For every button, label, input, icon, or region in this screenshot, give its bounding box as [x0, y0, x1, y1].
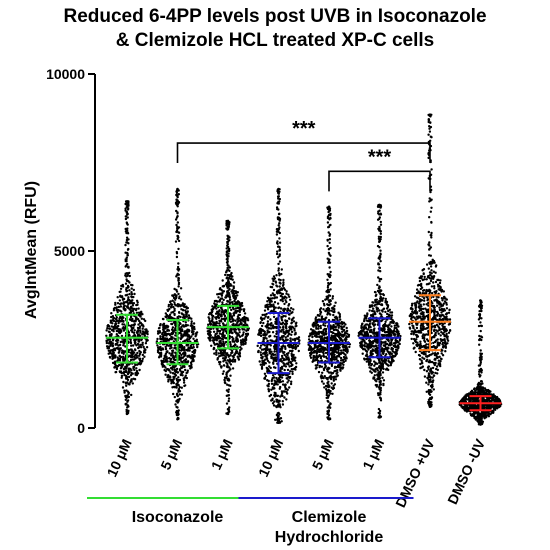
max-point	[479, 299, 482, 302]
category-label: 1 μM	[208, 437, 236, 473]
min-point	[428, 405, 432, 409]
group-label: Clemizole	[292, 509, 367, 526]
min-point	[226, 412, 230, 416]
max-point	[277, 187, 280, 191]
violin-dots	[256, 188, 301, 424]
group-label: Hydrochloride	[275, 529, 384, 546]
significance-label: ***	[292, 118, 316, 140]
min-point	[479, 423, 482, 426]
category-label: 10 μM	[103, 437, 134, 480]
max-point	[378, 203, 381, 207]
min-point	[378, 416, 381, 419]
chart-title-line-2: & Clemizole HCL treated XP-C cells	[116, 30, 435, 51]
max-point	[428, 113, 432, 117]
violin-dots	[307, 205, 352, 421]
y-tick-label: 0	[77, 420, 85, 436]
category-label: 1 μM	[359, 437, 387, 473]
y-tick-label: 10000	[46, 66, 85, 82]
min-point	[277, 421, 280, 424]
chart-title-line-1: Reduced 6-4PP levels post UVB in Isocona…	[63, 6, 486, 27]
violin-dots	[155, 188, 200, 420]
min-point	[327, 417, 331, 421]
plot-area: 0 5000 10000 10 μM 5 μM 1 μM 10 μM 5 μM 1 μM DMSO…	[46, 66, 503, 546]
violin-dots	[357, 203, 402, 419]
category-label: 10 μM	[255, 437, 286, 480]
max-point	[226, 219, 230, 223]
min-point	[125, 412, 129, 416]
violin-dots	[105, 200, 149, 415]
category-label: 5 μM	[157, 437, 185, 473]
significance-label: ***	[368, 146, 392, 168]
category-label: DMSO -UV	[444, 436, 488, 507]
max-point	[176, 187, 179, 191]
max-point	[327, 205, 331, 209]
max-point	[125, 200, 129, 203]
min-point	[176, 417, 179, 421]
y-axis-label: AvgIntMean (RFU)	[23, 181, 40, 319]
category-label: 5 μM	[309, 437, 337, 473]
y-tick-label: 5000	[54, 243, 85, 259]
group-label: Isoconazole	[132, 509, 224, 526]
significance-bracket	[328, 170, 431, 192]
significance-bracket	[176, 142, 431, 164]
